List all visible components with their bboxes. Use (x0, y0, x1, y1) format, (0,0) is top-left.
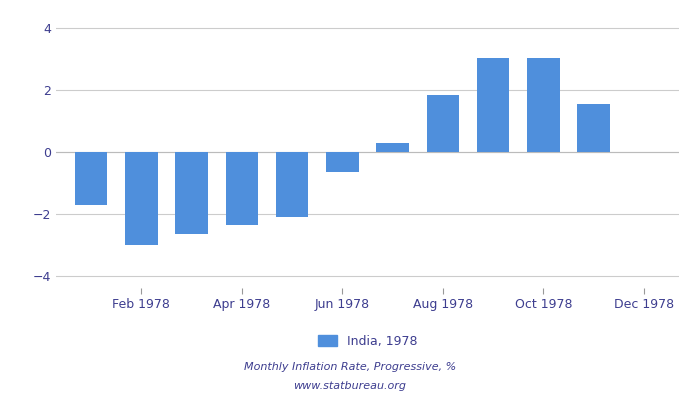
Bar (225, 152, 258, 225)
Bar (125, 152, 158, 245)
Bar (426, 95, 459, 152)
Bar (75, 152, 108, 204)
Legend: India, 1978: India, 1978 (313, 330, 422, 353)
Text: www.statbureau.org: www.statbureau.org (293, 381, 407, 391)
Bar (527, 58, 560, 152)
Bar (377, 143, 409, 152)
Bar (326, 152, 358, 172)
Bar (276, 152, 309, 217)
Bar (578, 104, 610, 152)
Text: Monthly Inflation Rate, Progressive, %: Monthly Inflation Rate, Progressive, % (244, 362, 456, 372)
Bar (477, 58, 510, 152)
Bar (175, 152, 208, 234)
